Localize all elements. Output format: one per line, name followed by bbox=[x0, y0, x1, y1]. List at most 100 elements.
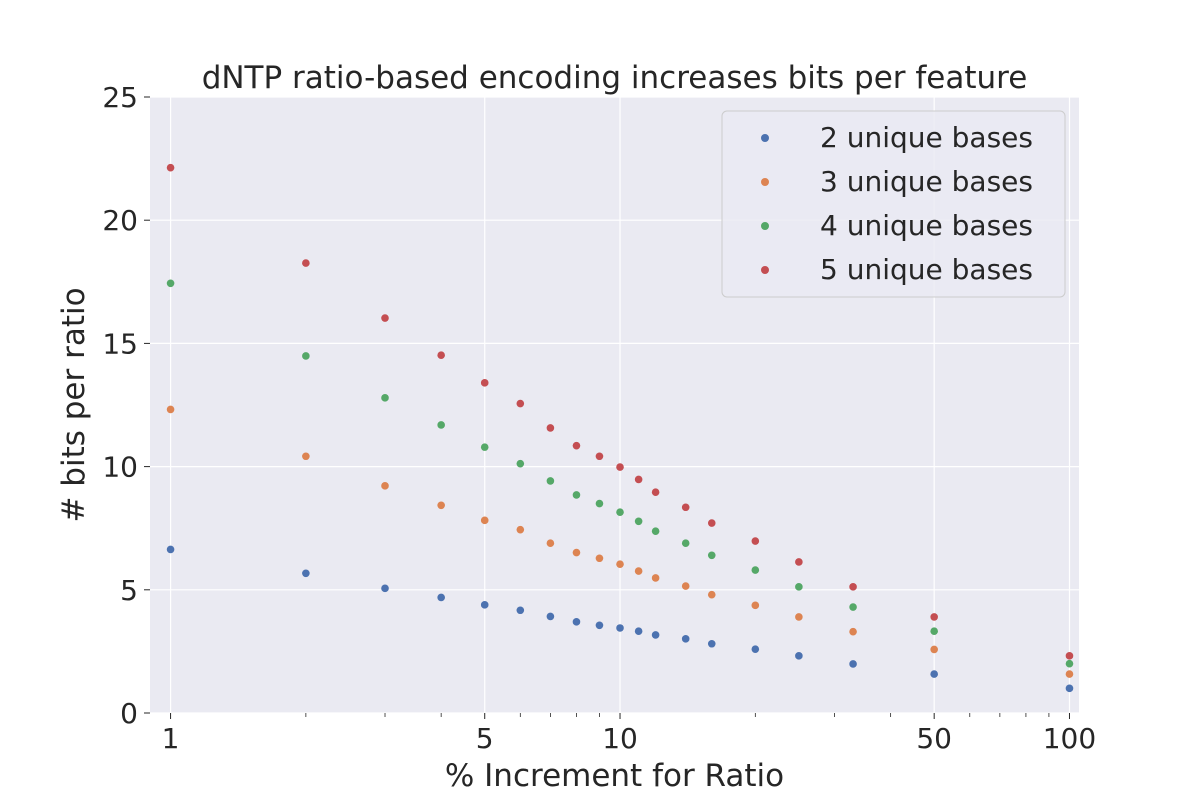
point-3-bases bbox=[166, 405, 175, 414]
point-4-bases bbox=[930, 627, 938, 635]
legend-marker-4-bases bbox=[761, 222, 769, 230]
point-2-bases bbox=[302, 569, 310, 578]
point-5-bases bbox=[616, 463, 624, 471]
point-3-bases bbox=[516, 525, 525, 534]
legend-marker-2-bases bbox=[761, 134, 769, 142]
point-5-bases bbox=[681, 503, 690, 512]
point-5-bases bbox=[651, 488, 660, 497]
point-2-bases bbox=[381, 584, 389, 593]
point-5-bases bbox=[381, 314, 389, 322]
point-3-bases bbox=[546, 539, 555, 548]
point-2-bases bbox=[681, 635, 690, 643]
point-4-bases bbox=[1065, 659, 1074, 668]
point-3-bases bbox=[707, 590, 716, 599]
point-3-bases bbox=[751, 601, 760, 610]
point-5-bases bbox=[437, 351, 445, 360]
point-5-bases bbox=[751, 537, 760, 545]
point-5-bases bbox=[595, 452, 604, 461]
legend-box bbox=[721, 110, 1066, 298]
point-5-bases bbox=[1065, 652, 1074, 660]
point-5-bases bbox=[516, 399, 525, 408]
point-4-bases bbox=[849, 603, 857, 611]
point-2-bases bbox=[1065, 684, 1074, 693]
point-3-bases bbox=[616, 560, 624, 568]
data-points bbox=[166, 163, 1074, 693]
point-5-bases bbox=[166, 163, 175, 172]
point-4-bases bbox=[572, 491, 581, 499]
y-tick-label: 25 bbox=[102, 81, 138, 114]
point-3-bases bbox=[930, 645, 938, 654]
point-5-bases bbox=[634, 475, 643, 484]
point-3-bases bbox=[595, 554, 604, 563]
point-2-bases bbox=[516, 606, 525, 615]
point-5-bases bbox=[546, 424, 555, 432]
point-4-bases bbox=[480, 443, 489, 451]
point-4-bases bbox=[707, 551, 716, 560]
point-2-bases bbox=[480, 601, 489, 609]
point-2-bases bbox=[437, 593, 445, 602]
point-4-bases bbox=[595, 499, 604, 508]
x-tick-label: 50 bbox=[916, 722, 952, 755]
point-5-bases bbox=[572, 441, 581, 450]
point-5-bases bbox=[480, 379, 489, 387]
point-3-bases bbox=[572, 548, 581, 557]
point-4-bases bbox=[634, 517, 643, 526]
point-3-bases bbox=[634, 567, 643, 575]
point-4-bases bbox=[681, 539, 690, 548]
point-4-bases bbox=[381, 394, 389, 402]
x-tick-label: 100 bbox=[1043, 722, 1096, 755]
legend-label-2-bases: 2 unique bases bbox=[820, 121, 1033, 154]
y-tick-label: 20 bbox=[102, 204, 138, 237]
point-5-bases bbox=[849, 583, 857, 591]
point-2-bases bbox=[166, 545, 175, 554]
point-2-bases bbox=[707, 639, 716, 648]
point-2-bases bbox=[634, 627, 643, 635]
y-tick-label: 5 bbox=[120, 574, 138, 607]
point-4-bases bbox=[651, 527, 660, 535]
point-4-bases bbox=[437, 421, 445, 429]
x-tick-label: 5 bbox=[476, 722, 494, 755]
chart-title: dNTP ratio-based encoding increases bits… bbox=[202, 60, 1028, 96]
grid-lines bbox=[150, 96, 1079, 714]
y-tick-label: 10 bbox=[102, 451, 138, 484]
point-2-bases bbox=[651, 631, 660, 639]
point-4-bases bbox=[516, 459, 525, 468]
legend-label-5-bases: 5 unique bases bbox=[820, 253, 1033, 286]
point-5-bases bbox=[795, 558, 803, 566]
legend-label-4-bases: 4 unique bases bbox=[820, 209, 1033, 242]
point-4-bases bbox=[616, 508, 624, 516]
point-3-bases bbox=[849, 627, 857, 636]
x-tick-label: 1 bbox=[162, 722, 180, 755]
point-5-bases bbox=[302, 259, 310, 267]
point-4-bases bbox=[166, 279, 175, 288]
point-3-bases bbox=[1065, 670, 1074, 678]
point-4-bases bbox=[302, 352, 310, 360]
point-3-bases bbox=[480, 516, 489, 525]
legend-label-3-bases: 3 unique bases bbox=[820, 165, 1033, 198]
y-tick-label: 15 bbox=[102, 327, 138, 360]
y-axis-label: # bits per ratio bbox=[56, 287, 92, 522]
point-2-bases bbox=[751, 645, 760, 653]
point-3-bases bbox=[437, 501, 445, 510]
point-2-bases bbox=[616, 624, 624, 632]
y-tick-label: 0 bbox=[120, 697, 138, 730]
legend-marker-5-bases bbox=[761, 266, 769, 274]
point-3-bases bbox=[302, 452, 310, 461]
point-2-bases bbox=[546, 612, 555, 621]
point-3-bases bbox=[795, 613, 803, 621]
point-2-bases bbox=[849, 660, 857, 668]
point-3-bases bbox=[681, 582, 690, 590]
x-axis-label: % Increment for Ratio bbox=[445, 758, 784, 794]
point-2-bases bbox=[930, 670, 938, 678]
x-tick-label: 10 bbox=[602, 722, 638, 755]
point-2-bases bbox=[795, 652, 803, 660]
point-5-bases bbox=[707, 519, 716, 527]
point-5-bases bbox=[930, 613, 938, 621]
point-3-bases bbox=[381, 482, 389, 490]
point-2-bases bbox=[595, 621, 604, 630]
point-4-bases bbox=[546, 477, 555, 485]
legend: 2 unique bases 3 unique bases 4 unique b… bbox=[721, 110, 1066, 298]
point-2-bases bbox=[572, 618, 581, 626]
